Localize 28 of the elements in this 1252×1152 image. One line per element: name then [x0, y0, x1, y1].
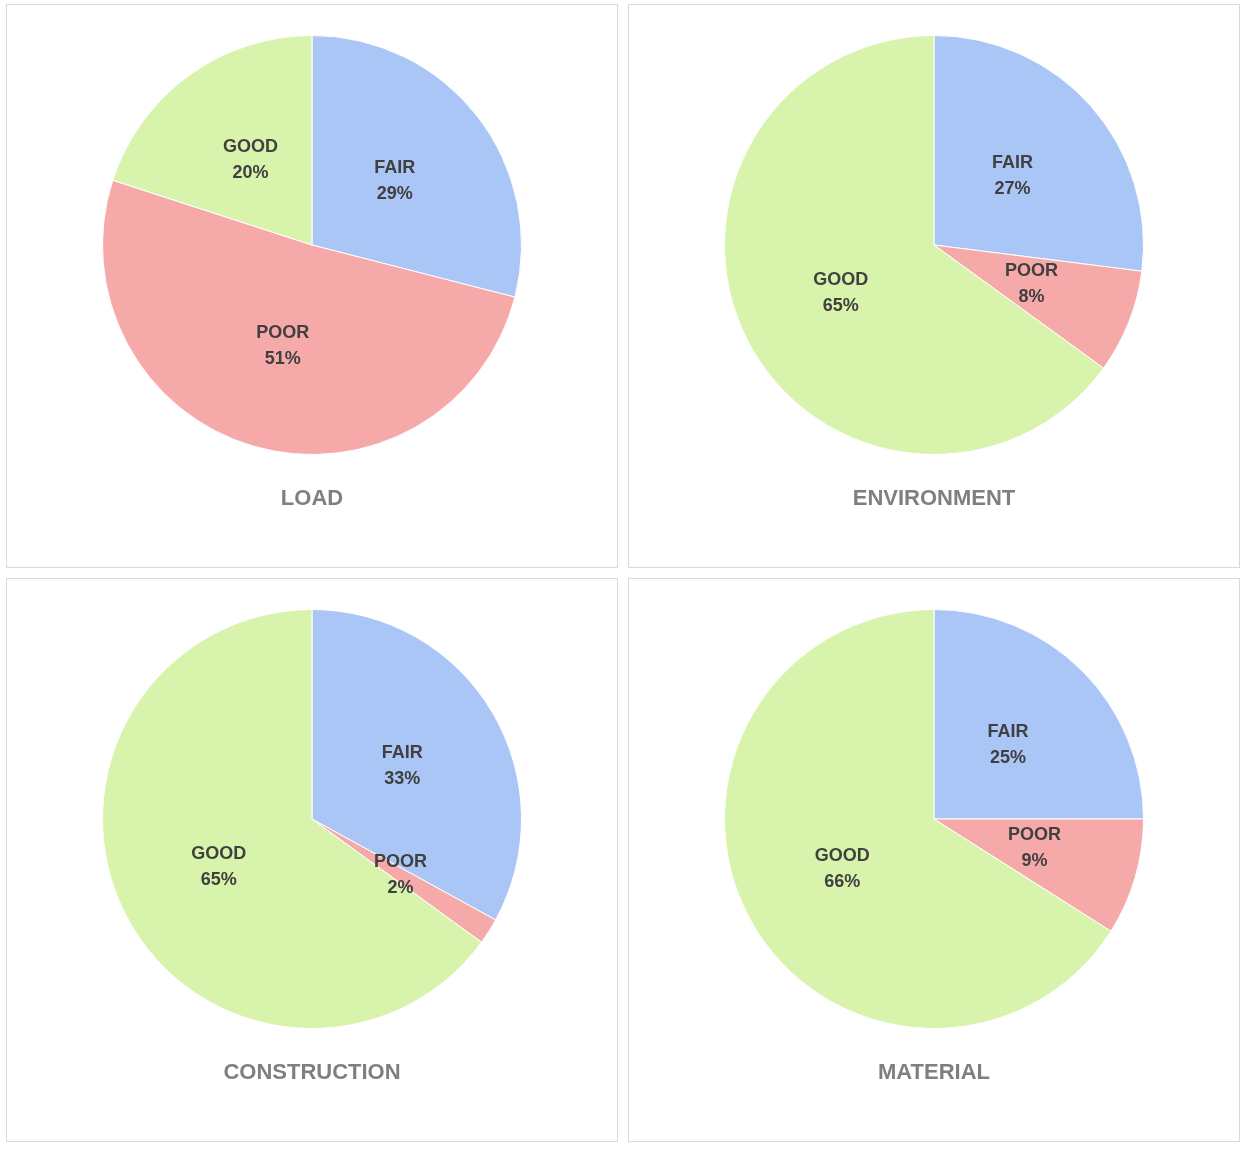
text: CONSTRUCTION [223, 1059, 401, 1085]
data-label: 51% [264, 347, 301, 368]
slice-label: POOR [1004, 259, 1058, 280]
slice-label: GOOD [222, 136, 278, 157]
data-label: 29% [376, 182, 413, 203]
data-label: 65% [200, 868, 237, 889]
text: ENVIRONMENT [852, 485, 1016, 511]
text: MATERIAL [877, 1059, 991, 1085]
data-label: 9% [1021, 850, 1048, 871]
data-label: 66% [824, 871, 861, 892]
slice-label: POOR [256, 321, 310, 342]
slice-label: GOOD [814, 845, 870, 866]
slice-label: GOOD [813, 268, 869, 289]
data-label: 27% [994, 177, 1031, 198]
slice-label: FAIR [381, 741, 423, 762]
data-label: 65% [822, 294, 859, 315]
data-label: 2% [387, 877, 414, 898]
data-label: 20% [232, 162, 269, 183]
slice-label: GOOD [191, 842, 247, 863]
data-label: 33% [384, 767, 421, 788]
slice-label: FAIR [992, 151, 1034, 172]
slice-label: POOR [1008, 824, 1062, 845]
text: LOAD [280, 485, 344, 511]
slice-label: POOR [373, 851, 427, 872]
slice-label: FAIR [987, 720, 1029, 741]
slice-label: FAIR [374, 156, 416, 177]
data-label: 8% [1018, 285, 1045, 306]
data-label: 25% [990, 746, 1027, 767]
